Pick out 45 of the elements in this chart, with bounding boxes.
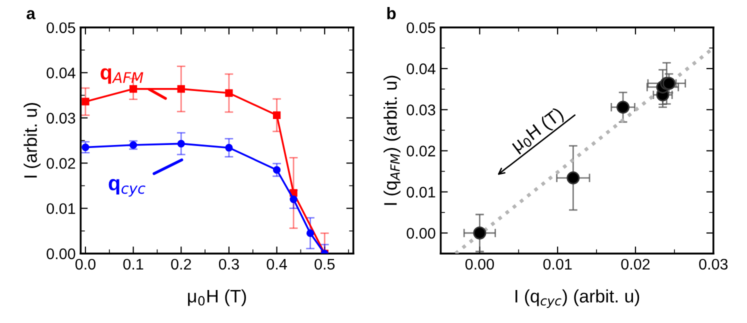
- y-tick-label: 0.04: [406, 63, 436, 74]
- point: [272, 111, 281, 119]
- y-tick-label: 0.04: [46, 68, 76, 78]
- y-axis-title: I (q$_{AFM}$) (arbit. u): [384, 76, 400, 205]
- x-tick-label: 0.4: [266, 258, 287, 270]
- x-tick-label: 0.02: [621, 258, 650, 270]
- point: [82, 143, 90, 152]
- series-label: q$_{cyc}$: [108, 178, 146, 197]
- annotation: μ$_{0}$H (T): [510, 106, 566, 155]
- x-axis-title: I (q$_{cyc}$) (arbit. u): [516, 289, 640, 308]
- point: [272, 166, 281, 174]
- point: [129, 85, 138, 93]
- x-axis-title: μ$_{0}$H (T): [188, 289, 246, 306]
- point: [225, 144, 233, 152]
- y-tick-label: 0.00: [46, 248, 76, 260]
- x-tick-label: 0.01: [543, 258, 572, 270]
- y-tick-label: 0.02: [46, 158, 76, 169]
- y-tick-label: 0.01: [46, 203, 76, 214]
- y-tick-label: 0.05: [406, 22, 436, 34]
- point: [616, 100, 630, 114]
- point: [82, 98, 90, 106]
- point: [290, 195, 298, 204]
- y-tick-label: 0.05: [46, 22, 76, 34]
- x-tick-label: 0.3: [218, 258, 239, 270]
- point: [177, 85, 185, 93]
- y-tick-label: 0.03: [46, 112, 76, 124]
- x-tick-label: 0.03: [699, 258, 728, 270]
- x-tick-label: 0.0: [75, 258, 96, 270]
- x-tick-label: 0.00: [465, 258, 494, 270]
- y-tick-label: 0.01: [406, 186, 436, 198]
- series-label: q$_{AFM}$: [100, 68, 144, 84]
- x-tick-label: 0.5: [314, 258, 335, 270]
- point: [306, 229, 314, 238]
- point: [473, 226, 486, 240]
- x-tick-label: 0.2: [171, 258, 191, 270]
- y-tick-label: 0.03: [406, 104, 436, 116]
- point: [566, 171, 580, 184]
- chart-title: b: [387, 7, 396, 20]
- y-tick-label: 0.00: [406, 228, 436, 239]
- chart-title: a: [26, 10, 36, 20]
- point: [177, 140, 185, 148]
- y-tick-label: 0.02: [406, 146, 436, 156]
- y-axis-title: I (arbit. u): [24, 102, 41, 178]
- point: [225, 89, 233, 97]
- x-tick-label: 0.1: [123, 258, 144, 270]
